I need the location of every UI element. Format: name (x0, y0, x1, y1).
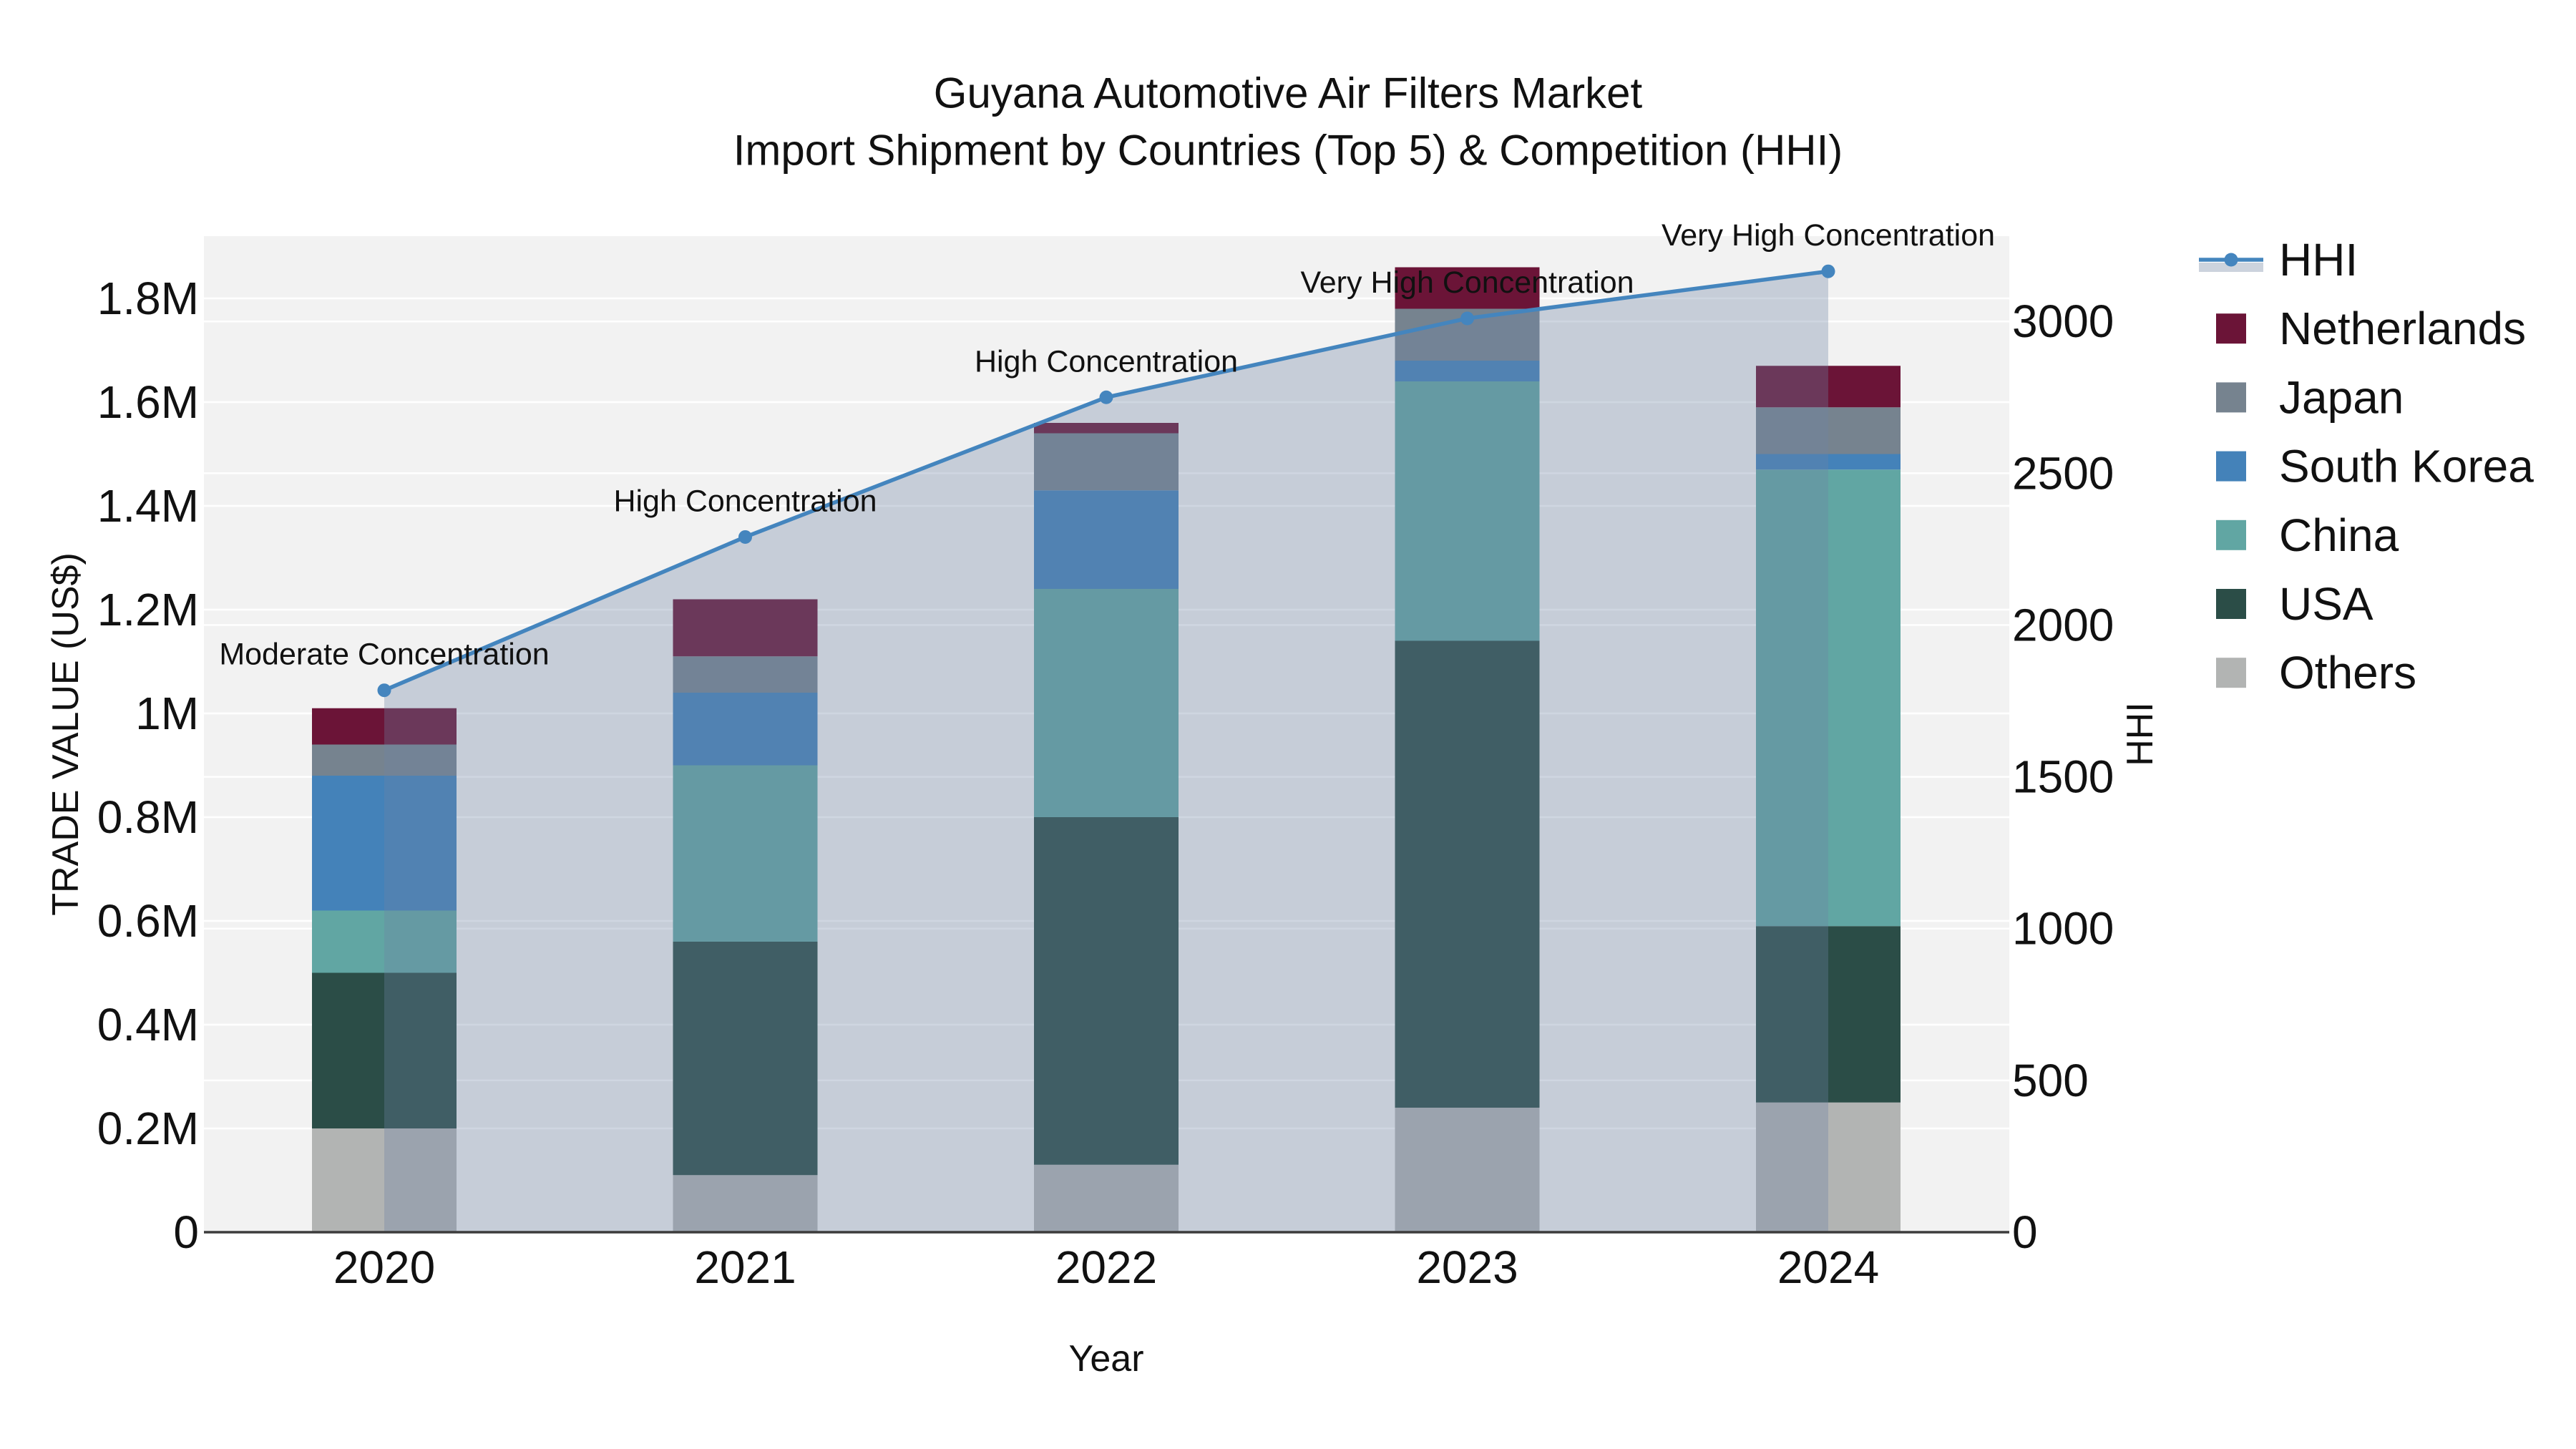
bar-2020-others[interactable] (312, 1128, 457, 1232)
legend-hhi-marker-icon (2224, 253, 2238, 267)
hhi-area-polygon (384, 271, 1828, 1233)
bar-2024-netherlands[interactable] (1756, 366, 1901, 408)
y-right-tick-1000: 1000 (2012, 903, 2114, 955)
legend-label: China (2279, 509, 2399, 561)
bar-2020-south-korea[interactable] (312, 776, 457, 911)
hhi-markers (377, 264, 1835, 698)
legend-label: Japan (2279, 371, 2404, 423)
legend-label: Others (2279, 647, 2416, 698)
y-right-tick-3000: 3000 (2012, 296, 2114, 347)
legend-label: South Korea (2279, 441, 2534, 492)
annotations: Moderate Concentration High Concentration… (219, 218, 1995, 671)
legend-item-hhi[interactable]: HHI (2199, 234, 2358, 286)
legend-swatch-icon (2216, 451, 2246, 482)
y-right-tick-2000: 2000 (2012, 599, 2114, 650)
bar-2020-japan[interactable] (312, 744, 457, 776)
bar-2024-south-korea[interactable] (1756, 454, 1901, 470)
legend-label: Netherlands (2279, 303, 2526, 354)
bar-2021-usa[interactable] (673, 942, 818, 1176)
y-left-tick-0.2M: 0.2M (97, 1103, 199, 1154)
y-right-axis-title: HHI (2119, 702, 2161, 766)
x-tick-2024: 2024 (1777, 1241, 1879, 1293)
bar-2024-others[interactable] (1756, 1102, 1901, 1232)
annotation-2021: High Concentration (613, 484, 877, 518)
bar-2021-japan[interactable] (673, 656, 818, 693)
y-left-tick-1.8M: 1.8M (97, 273, 199, 324)
legend-item-china[interactable]: China (2216, 509, 2399, 561)
y-left-axis-title: TRADE VALUE (US$) (45, 552, 87, 916)
legend-swatch-icon (2216, 658, 2246, 688)
bar-2024-japan[interactable] (1756, 407, 1901, 454)
hhi-area-fill (384, 271, 1828, 1233)
legend-swatch-icon (2216, 589, 2246, 619)
annotation-2023: Very High Concentration (1300, 265, 1634, 300)
bar-2022-others[interactable] (1034, 1164, 1179, 1232)
bar-2022-netherlands[interactable] (1034, 423, 1179, 434)
y-left-tick-labels: 0 0.2M 0.4M 0.6M 0.8M 1M 1.2M 1.4M 1.6M 1.8M (97, 273, 199, 1258)
y-right-tick-2500: 2500 (2012, 447, 2114, 499)
bar-2024-china[interactable] (1756, 469, 1901, 927)
legend-item-japan[interactable]: Japan (2216, 371, 2404, 423)
x-axis-title: Year (1068, 1338, 1143, 1380)
y-left-tick-1.2M: 1.2M (97, 584, 199, 635)
bar-2022-usa[interactable] (1034, 817, 1179, 1165)
y-left-tick-1.4M: 1.4M (97, 480, 199, 532)
hhi-marker-2022[interactable] (1099, 390, 1113, 404)
legend-item-netherlands[interactable]: Netherlands (2216, 303, 2526, 354)
bar-2020-netherlands[interactable] (312, 708, 457, 745)
x-tick-2020: 2020 (333, 1241, 435, 1293)
x-tick-labels: 2020 2021 2022 2023 2024 (333, 1241, 1879, 1293)
legend-swatch-icon (2216, 519, 2246, 550)
y-left-tick-0: 0 (173, 1206, 199, 1258)
bar-2022-south-korea[interactable] (1034, 490, 1179, 589)
legend-swatch-icon (2216, 313, 2246, 344)
bar-2021-netherlands[interactable] (673, 599, 818, 657)
y-right-tick-500: 500 (2012, 1055, 2089, 1106)
legend: HHI Netherlands Japan South Korea China USA Ot… (2199, 234, 2534, 698)
legend-label: USA (2279, 578, 2373, 630)
bar-2023-netherlands[interactable] (1395, 267, 1540, 309)
hhi-marker-2021[interactable] (738, 530, 752, 544)
bar-2022-japan[interactable] (1034, 433, 1179, 491)
legend-swatch-icon (2216, 382, 2246, 413)
chart-title-line2: Import Shipment by Countries (Top 5) & C… (733, 127, 1843, 175)
bar-2021-china[interactable] (673, 765, 818, 942)
bar-stacks (312, 267, 1901, 1232)
bar-2020-china[interactable] (312, 910, 457, 973)
legend-item-usa[interactable]: USA (2216, 578, 2373, 630)
y-right-tick-labels: 0 500 1000 1500 2000 2500 3000 (2012, 296, 2114, 1258)
y-left-tick-0.6M: 0.6M (97, 895, 199, 947)
x-tick-2021: 2021 (694, 1241, 796, 1293)
y-left-tick-1M: 1M (135, 688, 199, 739)
y-left-tick-1.6M: 1.6M (97, 376, 199, 428)
annotation-2024: Very High Concentration (1662, 218, 1995, 253)
hhi-marker-2020[interactable] (377, 683, 391, 698)
y-right-tick-0: 0 (2012, 1206, 2038, 1258)
bar-2023-china[interactable] (1395, 381, 1540, 641)
bar-2023-others[interactable] (1395, 1108, 1540, 1232)
hhi-marker-2024[interactable] (1821, 264, 1835, 278)
legend-item-others[interactable]: Others (2216, 647, 2416, 698)
bar-2022-china[interactable] (1034, 589, 1179, 817)
hhi-marker-2023[interactable] (1460, 311, 1474, 326)
legend-label: HHI (2279, 234, 2358, 286)
y-left-tick-0.8M: 0.8M (97, 791, 199, 843)
x-tick-2023: 2023 (1416, 1241, 1518, 1293)
x-tick-2022: 2022 (1055, 1241, 1157, 1293)
y-right-tick-1500: 1500 (2012, 751, 2114, 803)
bar-2024-usa[interactable] (1756, 926, 1901, 1103)
bar-2023-usa[interactable] (1395, 640, 1540, 1108)
bar-2020-usa[interactable] (312, 972, 457, 1129)
bar-2023-south-korea[interactable] (1395, 361, 1540, 381)
chart-title-line1: Guyana Automotive Air Filters Market (934, 69, 1643, 117)
bar-2021-others[interactable] (673, 1175, 818, 1232)
legend-hhi-area-band (2199, 263, 2263, 272)
annotation-2020: Moderate Concentration (219, 638, 549, 672)
bar-2021-south-korea[interactable] (673, 693, 818, 766)
annotation-2022: High Concentration (975, 344, 1238, 379)
y-left-tick-0.4M: 0.4M (97, 999, 199, 1050)
legend-item-south-korea[interactable]: South Korea (2216, 441, 2534, 492)
